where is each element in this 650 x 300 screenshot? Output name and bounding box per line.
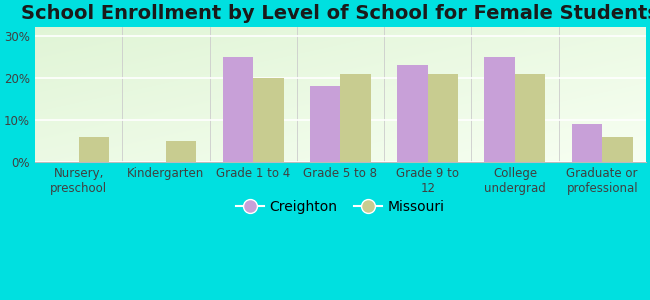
- Bar: [571, 124, 602, 162]
- Bar: [428, 74, 458, 162]
- Bar: [166, 141, 196, 162]
- Bar: [341, 74, 371, 162]
- Bar: [602, 137, 632, 162]
- Bar: [310, 86, 341, 162]
- Bar: [515, 74, 545, 162]
- Title: School Enrollment by Level of School for Female Students: School Enrollment by Level of School for…: [21, 4, 650, 23]
- Bar: [223, 57, 253, 162]
- Legend: Creighton, Missouri: Creighton, Missouri: [231, 194, 450, 220]
- Bar: [253, 78, 283, 162]
- Bar: [79, 137, 109, 162]
- Bar: [397, 65, 428, 162]
- Bar: [484, 57, 515, 162]
